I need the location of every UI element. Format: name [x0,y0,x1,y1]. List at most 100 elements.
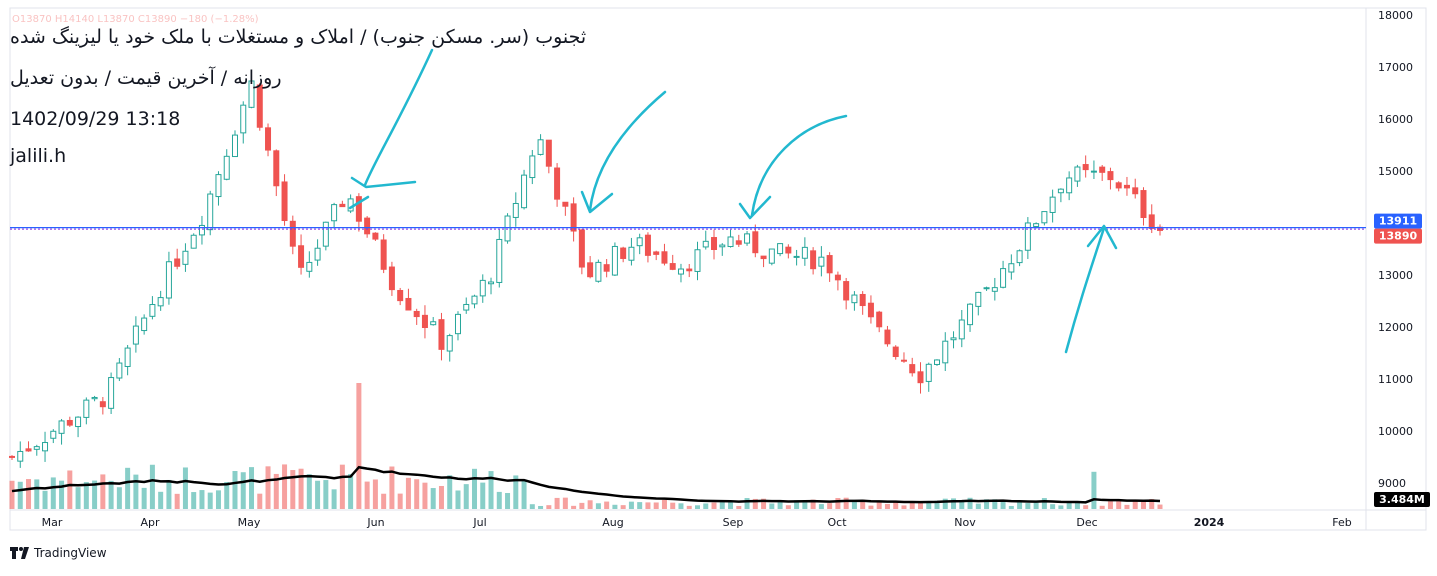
candle-body [851,294,858,304]
volume-label: 3.484M [1379,493,1425,506]
candle-body [628,246,635,261]
y-tick-label: 17000 [1378,61,1413,74]
x-tick-label: Feb [1332,516,1351,529]
candle-body [504,215,511,242]
volume-bar [331,489,337,509]
candle-body [1082,164,1089,171]
candle-body [256,84,263,128]
candle-body [1024,222,1031,251]
candle-body [595,261,602,282]
x-tick-label: Oct [827,516,847,529]
volume-bar [984,499,990,509]
chart-author: jalili.h [10,145,67,167]
candle-body [1107,171,1114,181]
candle-body [826,255,833,274]
y-tick-label: 18000 [1378,9,1413,22]
volume-bar [191,492,197,509]
candle-body [711,237,718,251]
x-tick-label: Apr [140,516,160,529]
volume-bar [116,487,122,509]
volume-bar [1116,500,1122,509]
candle-body [735,240,742,245]
volume-bar [769,503,775,509]
volume-bar [917,502,923,509]
candle-body [25,448,32,452]
volume-bar [215,490,221,509]
last-price-badge [1374,228,1422,244]
level-price-label: 13911 [1379,215,1417,228]
volume-bar [75,487,81,509]
tradingview-logo[interactable]: TradingView [10,546,107,560]
volume-bar [1149,499,1155,509]
volume-bar [1058,505,1064,509]
candle-body [355,196,362,222]
candle-body [149,304,156,317]
volume-bar [1008,505,1014,509]
volume-bar [339,464,345,509]
volume-bar [17,481,23,509]
volume-bar [372,479,378,509]
volume-bar [686,505,692,509]
candle-body [1140,190,1147,219]
candle-body [934,359,941,365]
volume-bar [166,479,172,509]
x-tick-label: Jun [366,516,384,529]
volume-bar [645,502,651,509]
candle-body [942,340,949,364]
volume-bar [612,504,618,509]
volume-bar [356,383,362,509]
candle-body [66,419,73,426]
volume-bar [893,501,899,509]
volume-bar [26,479,32,509]
candle-body [1041,211,1048,224]
candle-body [1016,250,1023,264]
chart-border [9,7,1427,531]
volume-average-line [11,465,1161,504]
volume-bar [587,500,593,509]
volume-bar [505,493,511,509]
candle-body [463,303,470,311]
volume-bar [397,493,403,509]
candle-body [372,232,379,240]
x-tick-label: 2024 [1194,516,1225,529]
volume-bar [34,479,40,509]
volume-bar [265,466,271,509]
volume-bar [182,467,188,509]
candle-body [496,238,503,283]
chart-title: ثجنوب (سر. مسکن جنوب) / املاک و مستغلات … [10,26,587,48]
candle-body [364,217,371,235]
candle-body [587,262,594,278]
candle-body [182,250,189,265]
candle-body [430,321,437,326]
volume-bar [1107,501,1113,509]
candle-body [1057,188,1064,194]
volume-group [9,383,1163,509]
candle-body [1033,223,1040,227]
volume-bar [785,505,791,509]
volume-bar [496,491,502,509]
volume-bar [42,490,48,509]
candle-body [215,174,222,198]
volume-bar [207,492,213,509]
volume-bar [843,497,849,509]
annotation-arrowhead [348,176,417,210]
volume-bar [694,505,700,509]
candle-body [917,371,924,384]
volume-bar [1083,505,1089,509]
volume-bar [149,464,155,509]
y-tick-label: 13000 [1378,269,1413,282]
candle-body [686,268,693,272]
candle-body [75,416,82,428]
candle-body [223,155,230,180]
candle-body [17,450,24,462]
candle-body [1000,268,1007,288]
candle-body [9,455,15,458]
candle-body [554,167,561,200]
volume-bar [926,501,932,509]
candle-body [132,325,139,345]
volume-bar [405,477,411,509]
volume-bar [92,480,98,509]
volume-bar [232,471,238,509]
volume-bar [108,480,114,509]
